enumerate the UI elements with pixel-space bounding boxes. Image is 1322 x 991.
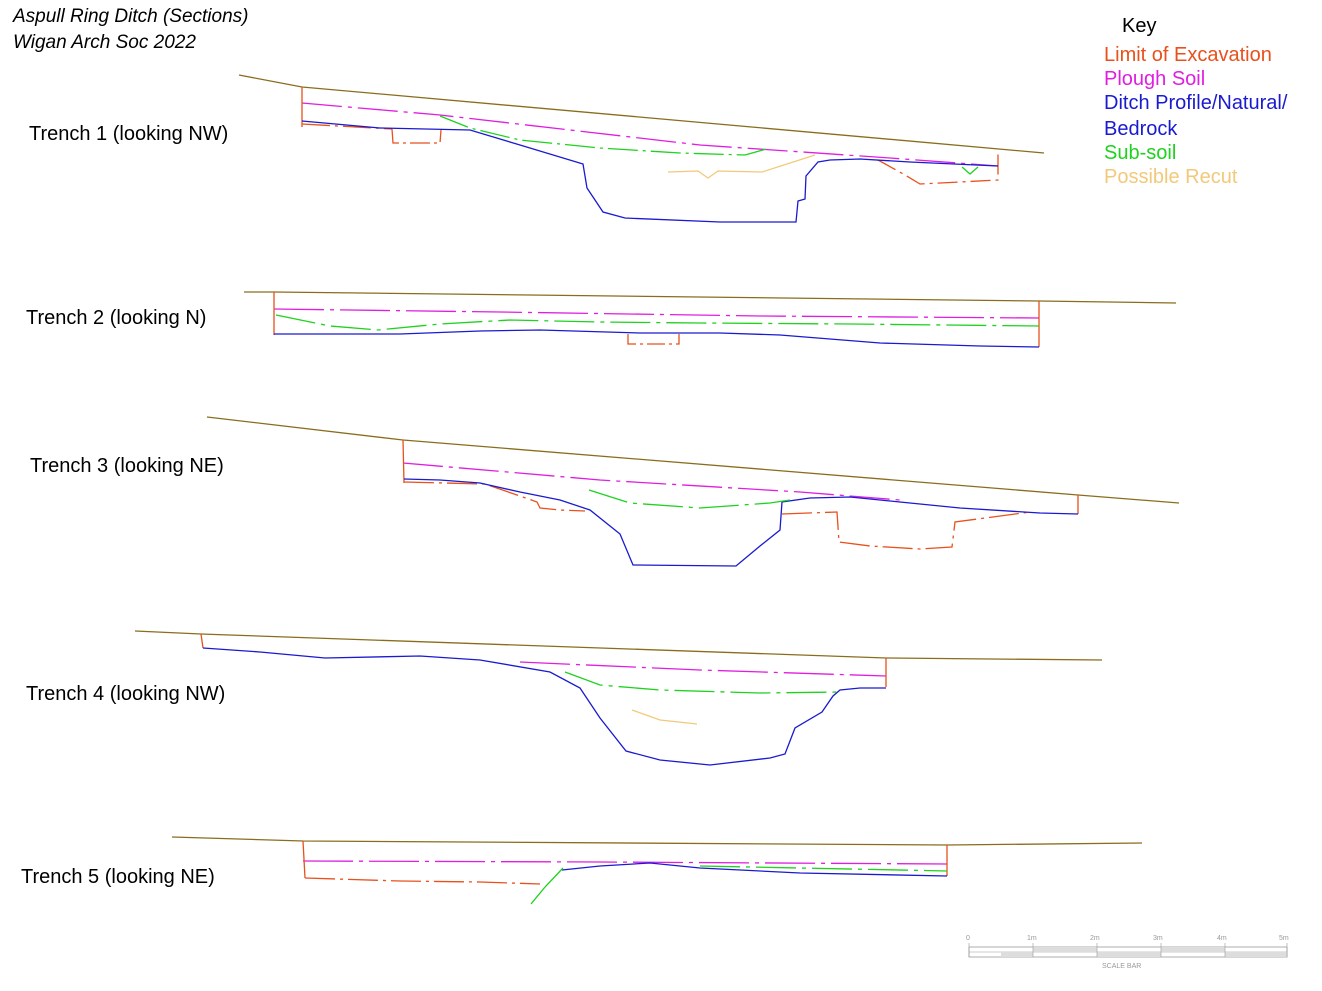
trench-1-sub-soil-tip xyxy=(961,166,979,175)
trench-5-ground-surface xyxy=(171,836,1143,846)
scale-bar-segment xyxy=(1001,952,1033,957)
trench-3-ditch-profile xyxy=(403,478,1079,567)
scale-tick-label: 3m xyxy=(1153,935,1163,942)
trench-2-section xyxy=(244,291,1177,348)
trench-5-limit-left xyxy=(302,840,306,879)
trench-5-ditch-profile xyxy=(561,862,948,877)
trench-4-ditch-profile xyxy=(202,647,886,766)
scale-tick-label: 1m xyxy=(1027,935,1037,942)
scale-bar: 0 1m 2m 3m 4m 5m SCALE BAR xyxy=(966,935,1289,970)
trench-1-limit-pit xyxy=(391,128,442,144)
trench-1-ditch-profile xyxy=(301,120,999,223)
scale-bar-segment xyxy=(1225,952,1287,957)
trench-2-limit-pit xyxy=(627,334,680,345)
scale-bar-segment xyxy=(1161,947,1225,952)
trench-4-limit-left xyxy=(200,633,204,649)
trench-2-plough-soil xyxy=(273,308,1040,319)
trench-5-limit-base xyxy=(304,877,541,885)
trench-3-section xyxy=(206,416,1180,567)
trench-1-limit-right xyxy=(877,150,999,185)
trench-2-ground-surface xyxy=(244,291,1177,304)
trench-5-plough-soil xyxy=(302,860,948,865)
scale-bar-segment xyxy=(1033,947,1097,952)
trench-4-sub-soil xyxy=(564,671,841,694)
trench-3-sub-soil xyxy=(588,489,791,509)
trench-1-ground-surface xyxy=(238,74,1045,154)
trench-1-section xyxy=(238,74,1045,223)
trench-2-ditch-profile xyxy=(274,329,1040,348)
trench-4-plough-soil xyxy=(519,661,887,677)
trench-3-label: Trench 3 (looking NE) xyxy=(30,455,224,477)
trench-2-sub-soil xyxy=(275,314,1040,331)
key-bedrock: Bedrock xyxy=(1104,118,1178,140)
trench-1-possible-recut xyxy=(667,154,816,179)
key-sub-soil: Sub-soil xyxy=(1104,142,1177,164)
scale-tick-label: 0 xyxy=(966,935,970,942)
trench-3-plough-soil xyxy=(402,462,901,501)
key-ditch-profile: Ditch Profile/Natural/ xyxy=(1104,92,1288,114)
scale-bar-caption: SCALE BAR xyxy=(1102,963,1141,970)
trench-5-sub-soil-right xyxy=(699,865,948,872)
trench-3-ground-surface xyxy=(206,416,1180,504)
trench-2-label: Trench 2 (looking N) xyxy=(26,307,207,329)
drawing-title: Aspull Ring Ditch (Sections) xyxy=(13,6,249,27)
trench-4-ground-surface xyxy=(134,630,1103,661)
trench-4-possible-recut xyxy=(631,709,698,725)
key-limit-of-excavation: Limit of Excavation xyxy=(1104,44,1272,66)
trench-3-limit-right xyxy=(781,511,1031,550)
key-heading: Key xyxy=(1122,15,1157,37)
trench-5-label: Trench 5 (looking NE) xyxy=(21,866,215,888)
scale-tick-label: 4m xyxy=(1217,935,1227,942)
scale-tick-label: 5m xyxy=(1279,935,1289,942)
drawing-subtitle: Wigan Arch Soc 2022 xyxy=(13,32,196,53)
trench-4-section xyxy=(134,630,1103,766)
trench-1-plough-soil xyxy=(301,102,999,167)
trench-1-label: Trench 1 (looking NW) xyxy=(29,123,229,145)
trench-3-limit-left xyxy=(402,439,405,484)
key-plough-soil: Plough Soil xyxy=(1104,68,1206,90)
trench-3-limit-base xyxy=(403,481,586,512)
key-possible-recut: Possible Recut xyxy=(1104,166,1238,188)
scale-tick-label: 2m xyxy=(1090,935,1100,942)
trench-1-sub-soil xyxy=(439,115,771,156)
trench-4-label: Trench 4 (looking NW) xyxy=(26,683,226,705)
scale-bar-segment xyxy=(1097,952,1161,957)
trench-5-sub-soil xyxy=(530,867,564,905)
trench-5-section xyxy=(171,836,1143,905)
